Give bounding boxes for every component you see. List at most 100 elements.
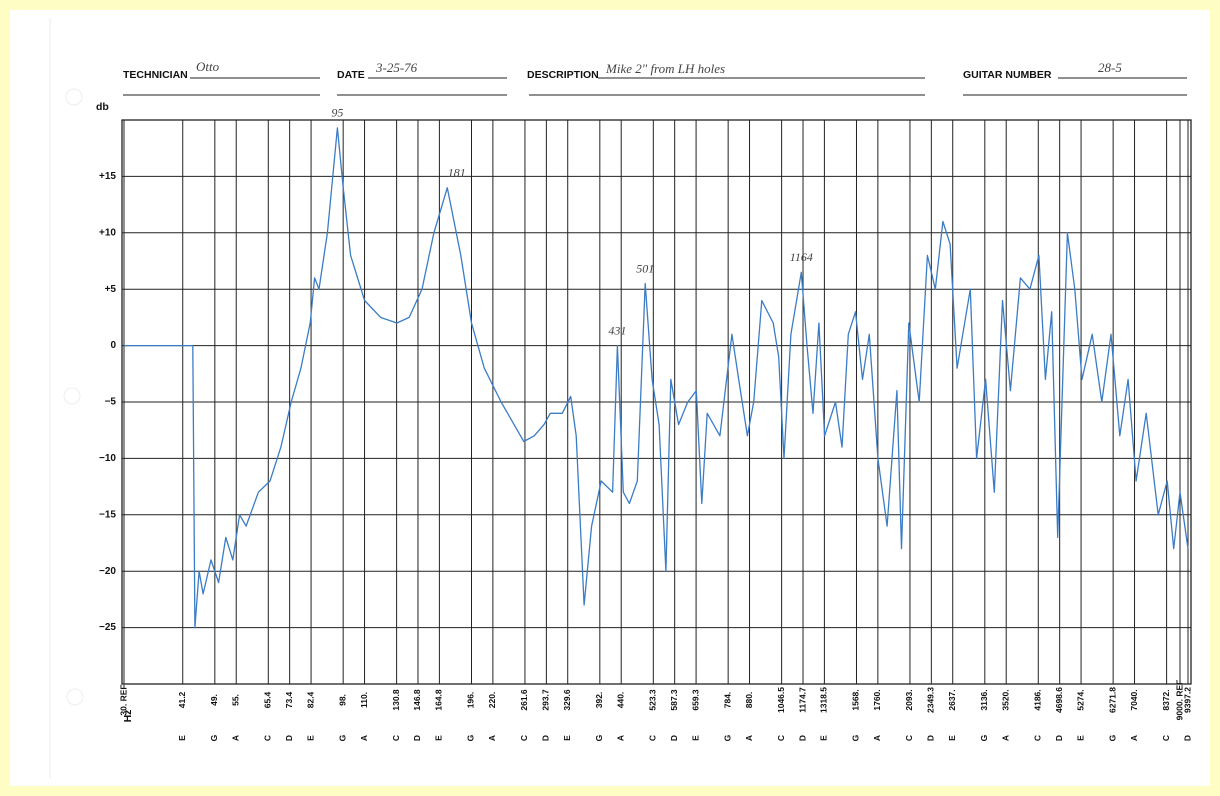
x-tick-label: 73.4 xyxy=(284,691,294,708)
field-value: Otto xyxy=(196,59,220,74)
field-label: TECHNICIAN xyxy=(123,69,188,81)
x-tick-label: 2637. xyxy=(947,689,957,710)
note-label: D xyxy=(284,735,294,741)
y-tick-label: −5 xyxy=(105,397,117,408)
x-tick-label: 9397.2 xyxy=(1182,687,1192,713)
x-tick-label: 196. xyxy=(466,692,476,709)
x-tick-label: 41.2 xyxy=(177,691,187,708)
x-tick-label: 8372. xyxy=(1161,689,1171,710)
x-tick-label: 1174.7 xyxy=(797,687,807,713)
note-label: C xyxy=(391,735,401,741)
x-tick-label: 82.4 xyxy=(305,691,315,708)
y-tick-label: +5 xyxy=(105,284,117,295)
x-tick-label: 659.3 xyxy=(690,689,700,711)
note-label: E xyxy=(305,735,315,741)
note-label: E xyxy=(434,735,444,741)
y-tick-label: +10 xyxy=(99,227,116,238)
note-label: A xyxy=(615,735,625,741)
field-value: Mike 2" from LH holes xyxy=(605,61,725,76)
punch-hole xyxy=(66,688,84,706)
y-tick-label: 0 xyxy=(110,340,116,351)
x-tick-label: 2093. xyxy=(904,689,914,710)
x-tick-label: 1568. xyxy=(851,689,861,710)
y-tick-label: −25 xyxy=(99,622,116,633)
x-tick-label: 30. REF xyxy=(118,684,128,715)
x-tick-label: 110. xyxy=(359,692,369,708)
x-tick-label: 4698.6 xyxy=(1054,687,1064,713)
note-label: G xyxy=(466,734,476,741)
note-label: G xyxy=(851,734,861,741)
x-tick-label: 7040. xyxy=(1129,689,1139,710)
x-tick-label: 293.7 xyxy=(541,689,551,711)
note-label: D xyxy=(412,735,422,741)
x-tick-label: 523.3 xyxy=(648,689,658,711)
note-label: C xyxy=(1033,735,1043,741)
field-value: 28-5 xyxy=(1098,60,1122,75)
note-label: D xyxy=(669,735,679,741)
note-label: G xyxy=(1107,734,1117,741)
plot: +15 +10 +5 0 −5 −10 −15 −20 −25 30. REF 41.2 E 49. G 5… xyxy=(99,106,1192,742)
x-tick-label: 55. xyxy=(230,694,240,706)
note-label: A xyxy=(744,735,754,741)
note-label: A xyxy=(230,735,240,741)
x-tick-label: 49. xyxy=(209,694,219,706)
annotation: 431 xyxy=(608,323,626,337)
note-label: C xyxy=(1161,735,1171,741)
x-tick-label: 5274. xyxy=(1075,689,1085,710)
annotation: 501 xyxy=(636,261,654,275)
field-value: 3-25-76 xyxy=(375,60,418,75)
field-label: DESCRIPTION xyxy=(527,69,599,81)
x-tick-label: 9000. REF xyxy=(1174,680,1184,721)
note-label: A xyxy=(1129,735,1139,741)
x-tick-label: 3520. xyxy=(1000,689,1010,710)
paper xyxy=(10,10,1210,786)
punch-hole xyxy=(65,88,83,106)
x-tick-label: 164.8 xyxy=(434,689,444,711)
x-tick-label: 587.3 xyxy=(669,689,679,711)
note-label: C xyxy=(776,735,786,741)
note-label: A xyxy=(359,735,369,741)
note-label: A xyxy=(1000,735,1010,741)
field-label: DATE xyxy=(337,69,365,81)
x-tick-label: 4186. xyxy=(1033,689,1043,710)
x-tick-label: 329.6 xyxy=(562,689,572,711)
y-tick-label: +15 xyxy=(99,171,116,182)
annotation: 1164 xyxy=(790,250,813,264)
note-label: D xyxy=(797,735,807,741)
x-tick-label: 1046.5 xyxy=(776,687,786,713)
note-label: D xyxy=(926,735,936,741)
note-label: E xyxy=(947,735,957,741)
x-tick-label: 1318.5 xyxy=(819,687,829,713)
note-label: C xyxy=(904,735,914,741)
note-label: C xyxy=(519,735,529,741)
x-tick-label: 6271.8 xyxy=(1107,687,1117,713)
x-tick-label: 2349.3 xyxy=(926,687,936,713)
note-label: D xyxy=(1182,735,1192,741)
x-tick-label: 3136. xyxy=(979,689,989,710)
punch-hole xyxy=(63,387,81,405)
annotation: 95 xyxy=(331,106,343,120)
response-line xyxy=(124,127,1189,629)
note-label: E xyxy=(562,735,572,741)
note-label: D xyxy=(1054,735,1064,741)
note-label: E xyxy=(177,735,187,741)
x-tick-label: 130.8 xyxy=(391,689,401,711)
note-label: D xyxy=(541,735,551,741)
x-tick-label: 784. xyxy=(722,692,732,709)
x-tick-label: 392. xyxy=(594,692,604,709)
annotation: 181 xyxy=(448,165,466,179)
note-label: G xyxy=(594,734,604,741)
note-label: C xyxy=(263,735,273,741)
y-axis-label: db xyxy=(96,101,109,113)
note-label: A xyxy=(872,735,882,741)
note-label: G xyxy=(337,734,347,741)
x-tick-label: 146.8 xyxy=(412,689,422,711)
x-tick-label: 65.4 xyxy=(263,691,273,708)
x-tick-label: 440. xyxy=(615,692,625,709)
x-tick-label: 98. xyxy=(337,694,347,706)
x-tick-label: 1760. xyxy=(872,689,882,710)
y-tick-label: −10 xyxy=(99,453,116,464)
note-label: A xyxy=(487,735,497,741)
y-tick-label: −15 xyxy=(99,509,116,520)
